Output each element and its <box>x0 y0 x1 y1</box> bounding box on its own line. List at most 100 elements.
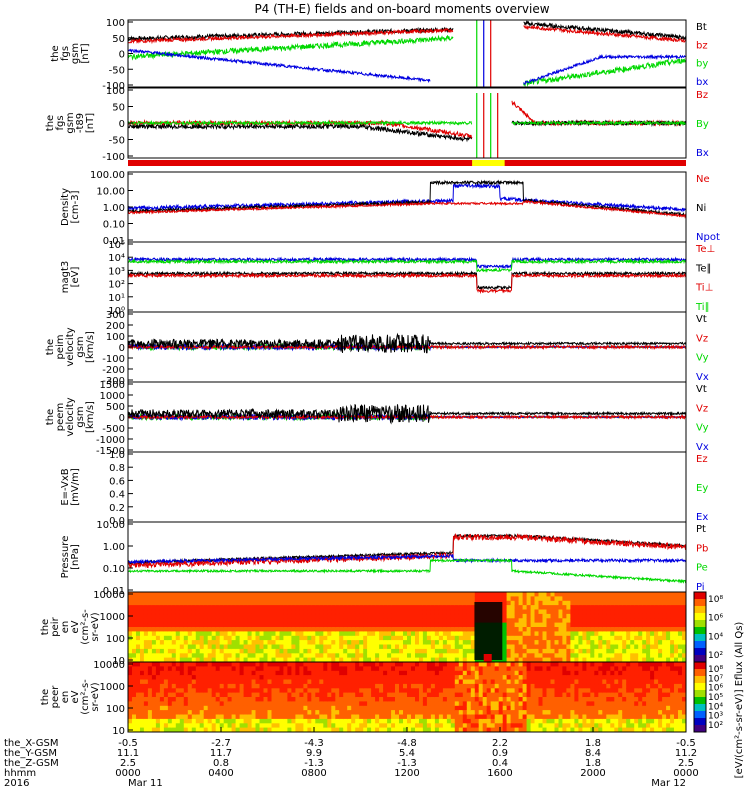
spectrogram-cell <box>602 675 607 681</box>
spectrogram-cell <box>634 714 639 720</box>
spectrogram-cell <box>602 600 607 606</box>
spectrogram-cell <box>534 592 540 597</box>
spectrogram-cell <box>219 705 225 711</box>
spectrogram-cell <box>215 697 221 702</box>
spectrogram-cell <box>136 688 141 694</box>
spectrogram-cell <box>642 727 647 732</box>
spectrogram-cell <box>510 622 516 628</box>
spectrogram-cell <box>574 723 579 729</box>
spectrogram-cell <box>227 592 233 597</box>
spectrogram-cell <box>442 666 448 672</box>
spectrogram-cell <box>682 613 686 619</box>
spectrogram-cell <box>383 627 388 632</box>
spectrogram-cell <box>179 727 185 732</box>
spectrogram-cell <box>646 714 651 720</box>
spectrogram-cell <box>518 618 524 624</box>
spectrogram-cell <box>578 596 583 602</box>
legend-entry: Vy <box>696 353 709 364</box>
spectrogram-cell <box>387 710 392 716</box>
spectrogram-cell <box>359 670 364 676</box>
spectrogram-cell <box>506 627 512 632</box>
spectrogram-cell <box>470 723 476 729</box>
spectrogram-cell <box>195 675 201 681</box>
spectrogram-cell <box>526 705 532 711</box>
spectrogram-cell <box>287 644 292 650</box>
spectrogram-cell <box>199 701 205 707</box>
spectrogram-cell <box>646 692 651 698</box>
spectrogram-cell <box>255 631 261 637</box>
spectrogram-cell <box>275 618 281 624</box>
spectrogram-cell <box>303 710 308 716</box>
spectrogram-cell <box>343 596 348 602</box>
spectrogram-cell <box>303 618 308 624</box>
y-tick-label: 0.10 <box>103 564 125 575</box>
spectrogram-cell <box>522 640 528 646</box>
spectrogram-cell <box>323 600 328 606</box>
colorbar-tick-label: 10⁷ <box>708 674 723 684</box>
spectrogram-cell <box>391 596 396 602</box>
spectrogram-cell <box>407 666 412 672</box>
spectrogram-cell <box>347 679 352 685</box>
spectrogram-cell <box>550 627 556 632</box>
spectrogram-cell <box>638 675 643 681</box>
spectrogram-cell <box>351 670 356 676</box>
spectrogram-cell <box>502 644 508 650</box>
spectrogram-cell <box>155 692 161 698</box>
spectrogram-cell <box>255 670 261 676</box>
spectrogram-cell <box>666 596 671 602</box>
spectrogram-cell <box>654 635 659 641</box>
spectrogram-cell <box>542 657 548 662</box>
spectrogram-cell <box>347 688 352 694</box>
spectrogram-cell <box>478 727 484 732</box>
spectrogram-cell <box>646 679 651 685</box>
spectrogram-cell <box>271 701 277 707</box>
spectrogram-cell <box>211 688 217 694</box>
spectrogram-cell <box>187 666 193 672</box>
spectrogram-cell <box>586 714 591 720</box>
spectrogram-cell <box>662 648 667 654</box>
spectrogram-cell <box>582 596 587 602</box>
spectrogram-cell <box>558 723 564 729</box>
spectrogram-cell <box>570 705 575 711</box>
spectrogram-cell <box>610 622 615 628</box>
spectrogram-cell <box>666 727 671 732</box>
spectrogram-cell <box>407 592 412 597</box>
spectrogram-cell <box>203 718 209 724</box>
spectrogram-cell <box>438 640 444 646</box>
spectrogram-cell <box>594 640 599 646</box>
spectrogram-cell <box>470 613 476 619</box>
spectrogram-cell <box>163 723 169 729</box>
spectrogram-cell <box>375 705 380 711</box>
spectrogram-cell <box>275 675 281 681</box>
spectrogram-cell <box>550 705 556 711</box>
spectrogram-cell <box>163 596 169 602</box>
spectrogram-cell <box>395 657 400 662</box>
spectrogram-cell <box>187 644 193 650</box>
spectrogram-cell <box>183 627 189 632</box>
spectrogram-cell <box>510 613 516 619</box>
spectrogram-cell <box>498 727 504 732</box>
spectrogram-cell <box>646 723 651 729</box>
spectrogram-cell <box>470 600 476 606</box>
panel-data-temperature <box>128 256 686 295</box>
spectrogram-cell <box>187 605 193 611</box>
spectrogram-cell <box>132 688 137 694</box>
spectrogram-cell <box>594 705 599 711</box>
spectrogram-cell <box>558 718 564 724</box>
spectrogram-cell <box>586 635 591 641</box>
spectrogram-cell <box>574 635 579 641</box>
spectrogram-cell <box>395 631 400 637</box>
spectrogram-cell <box>470 683 476 689</box>
spectrogram-cell <box>335 692 340 698</box>
spectrogram-cell <box>295 697 300 702</box>
spectrogram-cell <box>239 618 245 624</box>
spectrogram-cell <box>426 657 432 662</box>
spectrogram-cell <box>542 635 548 641</box>
spectrogram-cell <box>578 657 583 662</box>
spectrogram-cell <box>403 657 408 662</box>
spectrogram-cell <box>566 635 571 641</box>
spectrogram-cell <box>251 631 257 637</box>
spectrogram-cell <box>379 627 384 632</box>
spectrogram-gap <box>474 602 503 660</box>
spectrogram-cell <box>371 714 376 720</box>
